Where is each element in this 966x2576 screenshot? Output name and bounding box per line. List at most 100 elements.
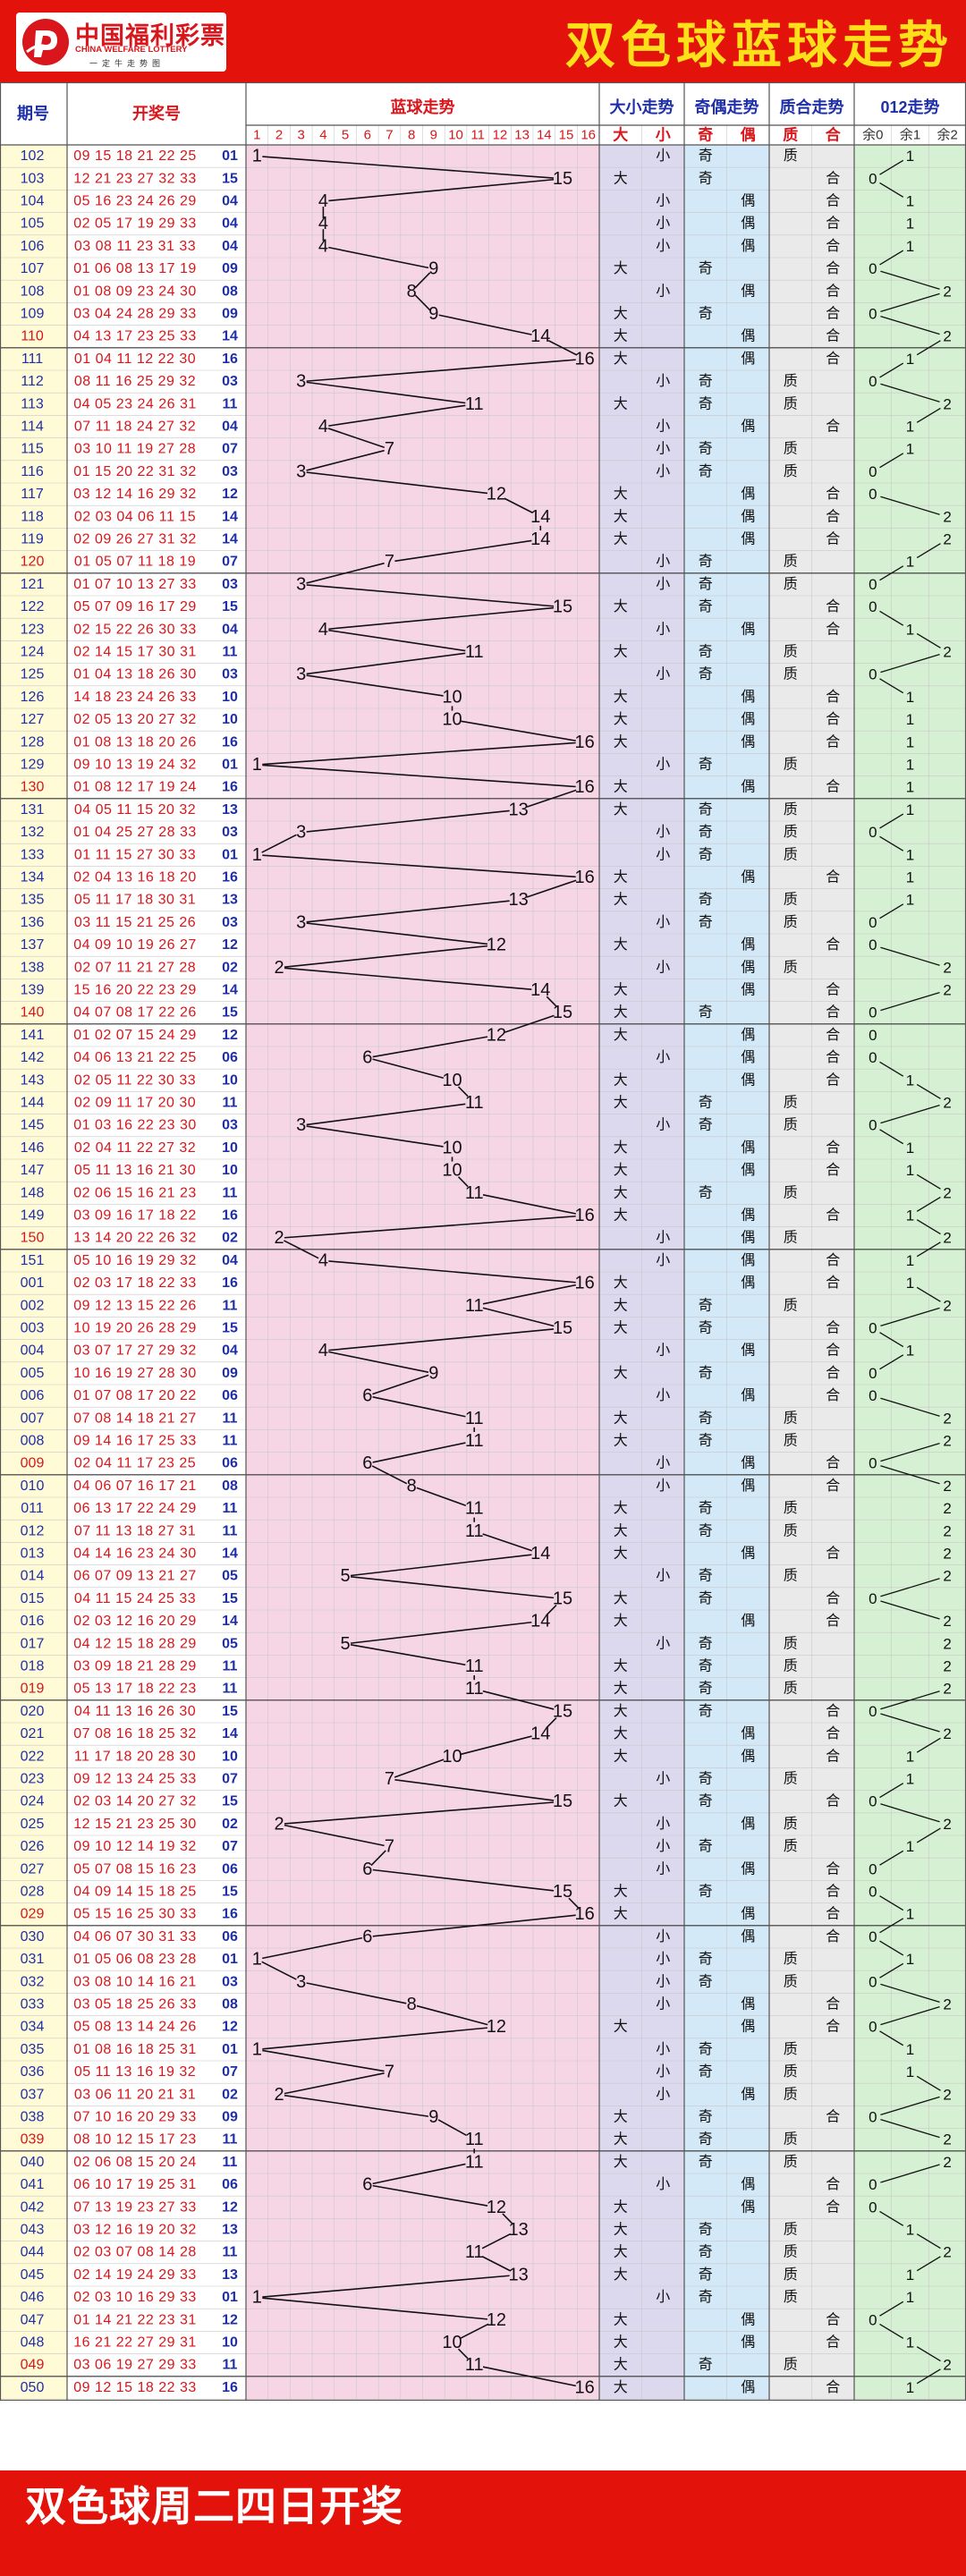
- blue-trend-number: 4: [318, 417, 328, 436]
- prime-mark: 合: [826, 1387, 840, 1403]
- blue-trend-number: 14: [530, 1612, 550, 1631]
- size-mark: 小: [656, 666, 670, 682]
- size-mark: 小: [656, 2086, 670, 2102]
- parity-mark: 偶: [741, 1906, 755, 1922]
- trend-segment: [526, 879, 577, 898]
- parity-mark: 偶: [741, 959, 755, 975]
- trend-segment: [328, 178, 555, 202]
- issue-number: 039: [21, 2132, 45, 2148]
- blue-trend-number: 4: [318, 1341, 328, 1360]
- mod3-segment: [879, 250, 904, 266]
- size-mark: 大: [614, 260, 628, 276]
- blue-ball: 01: [222, 1952, 238, 1967]
- mod3-mark: 0: [869, 486, 877, 503]
- trend-segment: [284, 1824, 385, 1847]
- red-balls: 04 09 14 15 18 25: [73, 1885, 197, 1900]
- red-balls: 12 15 21 23 25 30: [73, 1817, 197, 1832]
- trend-segment: [328, 1260, 576, 1284]
- trend-segment: [284, 945, 488, 968]
- issue-number: 006: [21, 1388, 45, 1403]
- trend-segment: [306, 471, 488, 495]
- prime-mark: 质: [784, 1568, 798, 1584]
- blue-trend-number: 16: [575, 2377, 595, 2397]
- mod3-mark: 1: [906, 1748, 914, 1765]
- size-mark: 小: [656, 1951, 670, 1967]
- trend-segment: [306, 584, 555, 607]
- issue-number: 048: [21, 2335, 45, 2351]
- red-balls: 10 19 20 26 28 29: [73, 1321, 197, 1336]
- issue-column-header: 期号: [17, 105, 49, 123]
- mod3-segment: [880, 315, 940, 335]
- blue-ball: 11: [223, 1659, 238, 1674]
- prime-mark: 质: [784, 1410, 798, 1426]
- red-balls: 02 03 14 20 27 32: [73, 1794, 197, 1809]
- red-balls: 08 11 16 25 29 32: [74, 374, 196, 389]
- blue-tick-label: 7: [386, 128, 393, 143]
- lottery-logo: 中国福利彩票 CHINA WELFARE LOTTERY 一定牛走势图: [16, 13, 226, 72]
- red-balls: 01 08 13 18 20 26: [73, 734, 197, 750]
- trend-segment: [306, 900, 510, 923]
- prime-mark: 合: [826, 1140, 840, 1156]
- mod3-segment: [880, 1442, 940, 1462]
- mod3-mark: 0: [869, 936, 877, 953]
- blue-ball: 15: [222, 171, 238, 186]
- issue-number: 125: [21, 667, 45, 682]
- blue-ball: 11: [223, 396, 238, 411]
- blue-trend-number: 16: [575, 777, 595, 797]
- blue-trend-number: 5: [341, 1634, 351, 1654]
- blue-trend-number: 6: [362, 2175, 372, 2195]
- mod3-mark: 2: [943, 1681, 951, 1698]
- parity-mark: 偶: [741, 508, 755, 524]
- size-mark: 大: [614, 2154, 628, 2170]
- trend-segment: [372, 1058, 445, 1080]
- mod3-segment: [880, 1803, 940, 1823]
- blue-trend-number: 4: [318, 620, 328, 640]
- prime-mark: 质: [784, 2063, 798, 2080]
- mod3-mark: 2: [943, 1522, 951, 1539]
- red-balls: 01 06 08 13 17 19: [73, 261, 197, 276]
- mod3-mark: 0: [869, 2311, 877, 2328]
- blue-ball: 12: [222, 487, 238, 502]
- prime-mark: 合: [826, 260, 840, 276]
- mod3-mark: 0: [869, 2176, 877, 2193]
- size-mark: 小: [656, 2289, 670, 2305]
- size-mark: 大: [614, 1027, 628, 1043]
- parity-mark: 奇: [699, 1320, 713, 1336]
- prime-mark: 质: [784, 1095, 798, 1111]
- mod3-mark: 2: [943, 2131, 951, 2148]
- mod3-mark: 1: [906, 2379, 914, 2396]
- blue-trend-number: 6: [362, 1386, 372, 1406]
- red-balls: 02 06 15 16 21 23: [73, 1185, 197, 1200]
- issue-number: 150: [21, 1231, 45, 1246]
- size-mark: 大: [614, 351, 628, 367]
- size-mark: 大: [614, 982, 628, 998]
- blue-trend-number: 4: [318, 191, 328, 211]
- blue-ball: 06: [222, 1861, 238, 1877]
- red-balls: 03 10 11 19 27 28: [74, 442, 196, 457]
- size-mark: 大: [614, 1500, 628, 1516]
- mod3-mark: 2: [943, 1433, 951, 1450]
- blue-ball: 01: [222, 2290, 238, 2305]
- prime-mark: 合: [826, 779, 840, 795]
- mod3-segment: [879, 565, 904, 581]
- size-mark: 大: [614, 1208, 628, 1224]
- issue-number: 005: [21, 1366, 45, 1381]
- prime-mark: 质: [784, 2244, 798, 2260]
- size-mark: 大: [614, 1095, 628, 1111]
- red-balls: 03 05 18 25 26 33: [73, 1997, 197, 2012]
- blue-trend-number: 1: [252, 2039, 262, 2059]
- prime-mark: 质: [784, 1522, 798, 1538]
- size-mark: 大: [614, 1275, 628, 1291]
- red-balls: 07 08 16 18 25 32: [73, 1726, 197, 1741]
- blue-ball: 11: [223, 1434, 238, 1449]
- issue-number: 138: [21, 960, 45, 975]
- blue-ball: 15: [222, 1005, 238, 1021]
- mod3-mark: 2: [943, 1095, 951, 1112]
- mod3-mark: 2: [943, 283, 951, 300]
- red-balls: 09 12 13 15 22 26: [73, 1298, 197, 1313]
- blue-ball: 03: [222, 464, 238, 479]
- parity-mark: 奇: [699, 2289, 713, 2305]
- blue-trend-number: 16: [575, 1904, 595, 1924]
- mod3-segment: [880, 1600, 940, 1620]
- mod3-mark: 2: [943, 2154, 951, 2171]
